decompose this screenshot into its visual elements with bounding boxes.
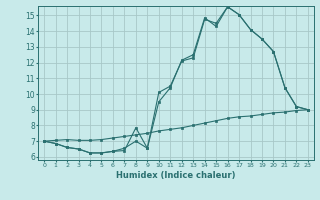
X-axis label: Humidex (Indice chaleur): Humidex (Indice chaleur) <box>116 171 236 180</box>
